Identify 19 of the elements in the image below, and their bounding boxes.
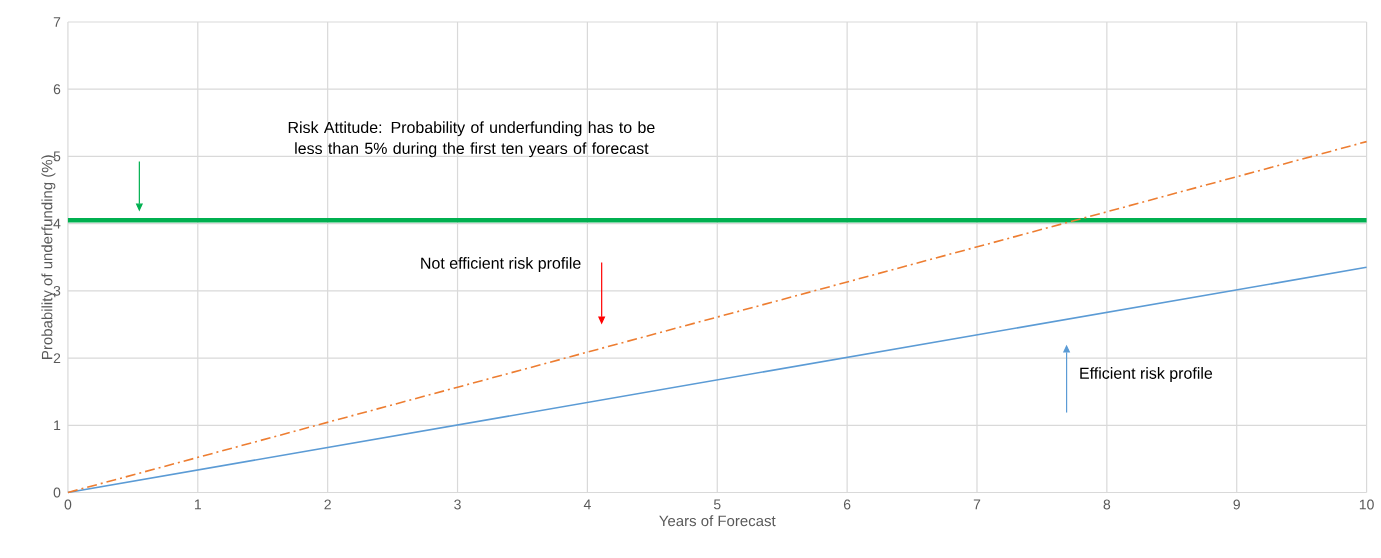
x-tick-label: 10 <box>1359 499 1374 510</box>
x-tick-label: 5 <box>713 499 721 510</box>
x-tick-label: 9 <box>1233 499 1240 510</box>
y-tick-label: 7 <box>53 16 61 27</box>
x-tick-label: 4 <box>583 499 591 509</box>
y-tick-label: 0 <box>53 487 61 498</box>
y-tick-label: 6 <box>53 84 61 94</box>
annotation: Not efficient risk profile <box>421 256 581 272</box>
x-tick-label: 1 <box>194 499 201 509</box>
x-tick-label: 3 <box>454 499 461 510</box>
x-tick-label: 6 <box>843 499 851 510</box>
x-tick-label: 2 <box>324 499 331 510</box>
x-axis-title: Years of Forecast <box>659 514 776 526</box>
annotation: Risk Attitude: Probability of underfunding has to be less than 5% during the first ten years of forecast <box>288 121 655 157</box>
y-tick-label: 1 <box>54 420 61 430</box>
x-tick-label: 8 <box>1103 499 1111 510</box>
annotation: Efficient risk profile <box>1080 366 1213 382</box>
x-tick-label: 0 <box>64 499 72 510</box>
x-tick-label: 7 <box>973 499 981 509</box>
